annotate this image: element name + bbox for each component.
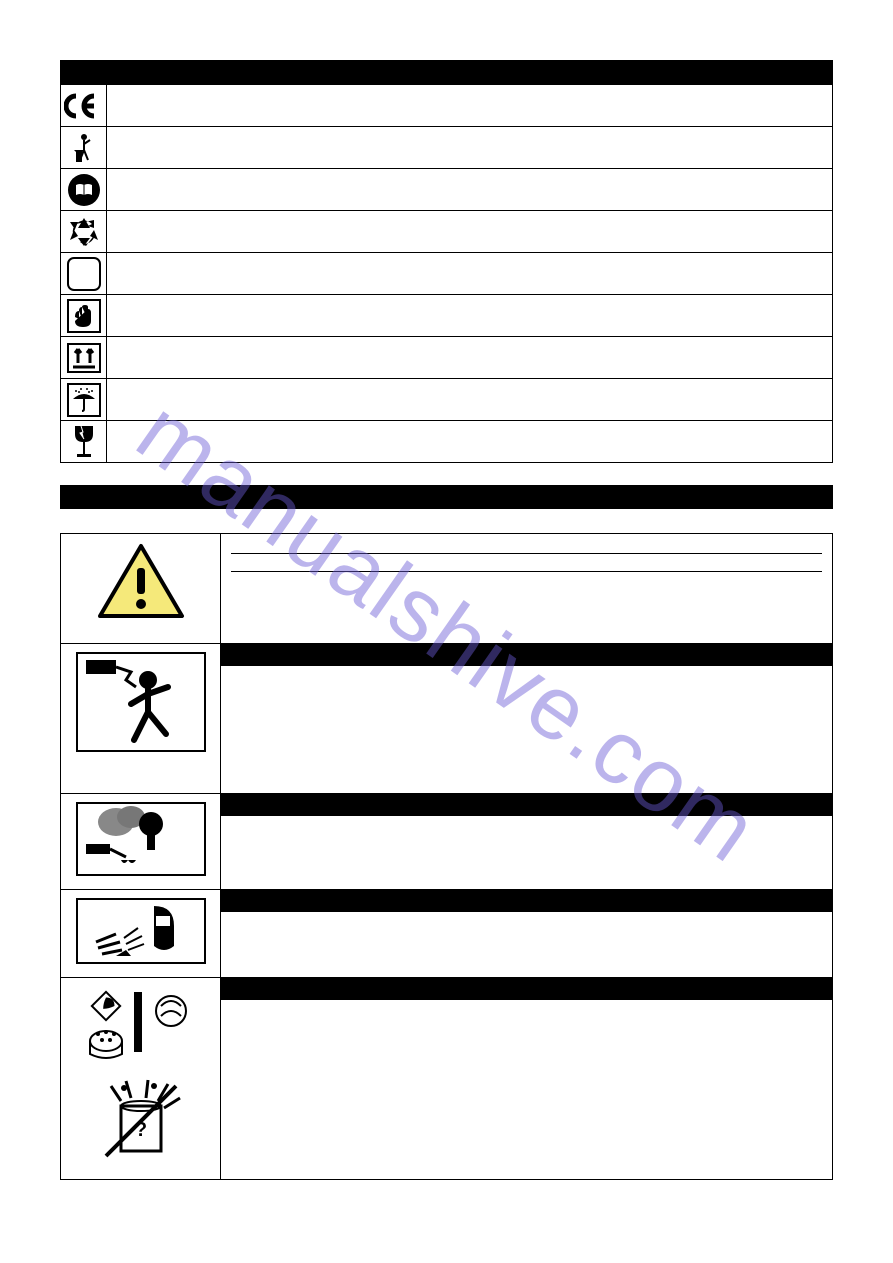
ce-mark-icon [61, 85, 107, 127]
table-row [61, 379, 833, 421]
symbol-description [107, 127, 833, 169]
safety-table: ? [60, 533, 833, 1180]
table-row [61, 85, 833, 127]
hazard-title-bar [221, 644, 832, 666]
symbol-description [107, 295, 833, 337]
symbols-table [60, 84, 833, 463]
fragile-glass-icon [61, 421, 107, 463]
hazard-text-cell [221, 890, 833, 978]
table-row [61, 337, 833, 379]
read-manual-circle-icon [61, 169, 107, 211]
warning-text-cell [221, 534, 833, 644]
table-row [61, 890, 833, 978]
safety-section-header [60, 485, 833, 509]
hazard-text-cell [221, 794, 833, 890]
symbol-description [107, 85, 833, 127]
hazard-text-cell [221, 978, 833, 1180]
text-line [231, 540, 822, 554]
recycle-icon [61, 211, 107, 253]
symbol-description [107, 253, 833, 295]
table-row [61, 794, 833, 890]
table-row [61, 211, 833, 253]
keep-dry-icon [61, 379, 107, 421]
hazard-title-bar [221, 978, 832, 1000]
table-row [61, 421, 833, 463]
text-line [231, 558, 822, 572]
table-row [61, 253, 833, 295]
fire-explosion-icon: ? [61, 978, 221, 1180]
hazard-title-bar [221, 794, 832, 816]
tidy-man-icon [61, 127, 107, 169]
symbol-description [107, 337, 833, 379]
hazard-title-bar [221, 890, 832, 912]
table-row [61, 295, 833, 337]
symbol-description [107, 169, 833, 211]
hazard-text-cell [221, 644, 833, 794]
green-dot-icon [61, 253, 107, 295]
arc-rays-face-icon [61, 890, 221, 978]
welding-fumes-icon [61, 794, 221, 890]
symbol-description [107, 211, 833, 253]
table-row [61, 644, 833, 794]
this-way-up-icon [61, 337, 107, 379]
symbol-description [107, 421, 833, 463]
warning-triangle-icon [61, 534, 221, 644]
table-row: ? [61, 978, 833, 1180]
table-row [61, 534, 833, 644]
symbol-description [107, 379, 833, 421]
symbols-section-header [60, 60, 833, 84]
handle-with-care-icon [61, 295, 107, 337]
table-row [61, 169, 833, 211]
table-row [61, 127, 833, 169]
electric-shock-person-icon [61, 644, 221, 794]
